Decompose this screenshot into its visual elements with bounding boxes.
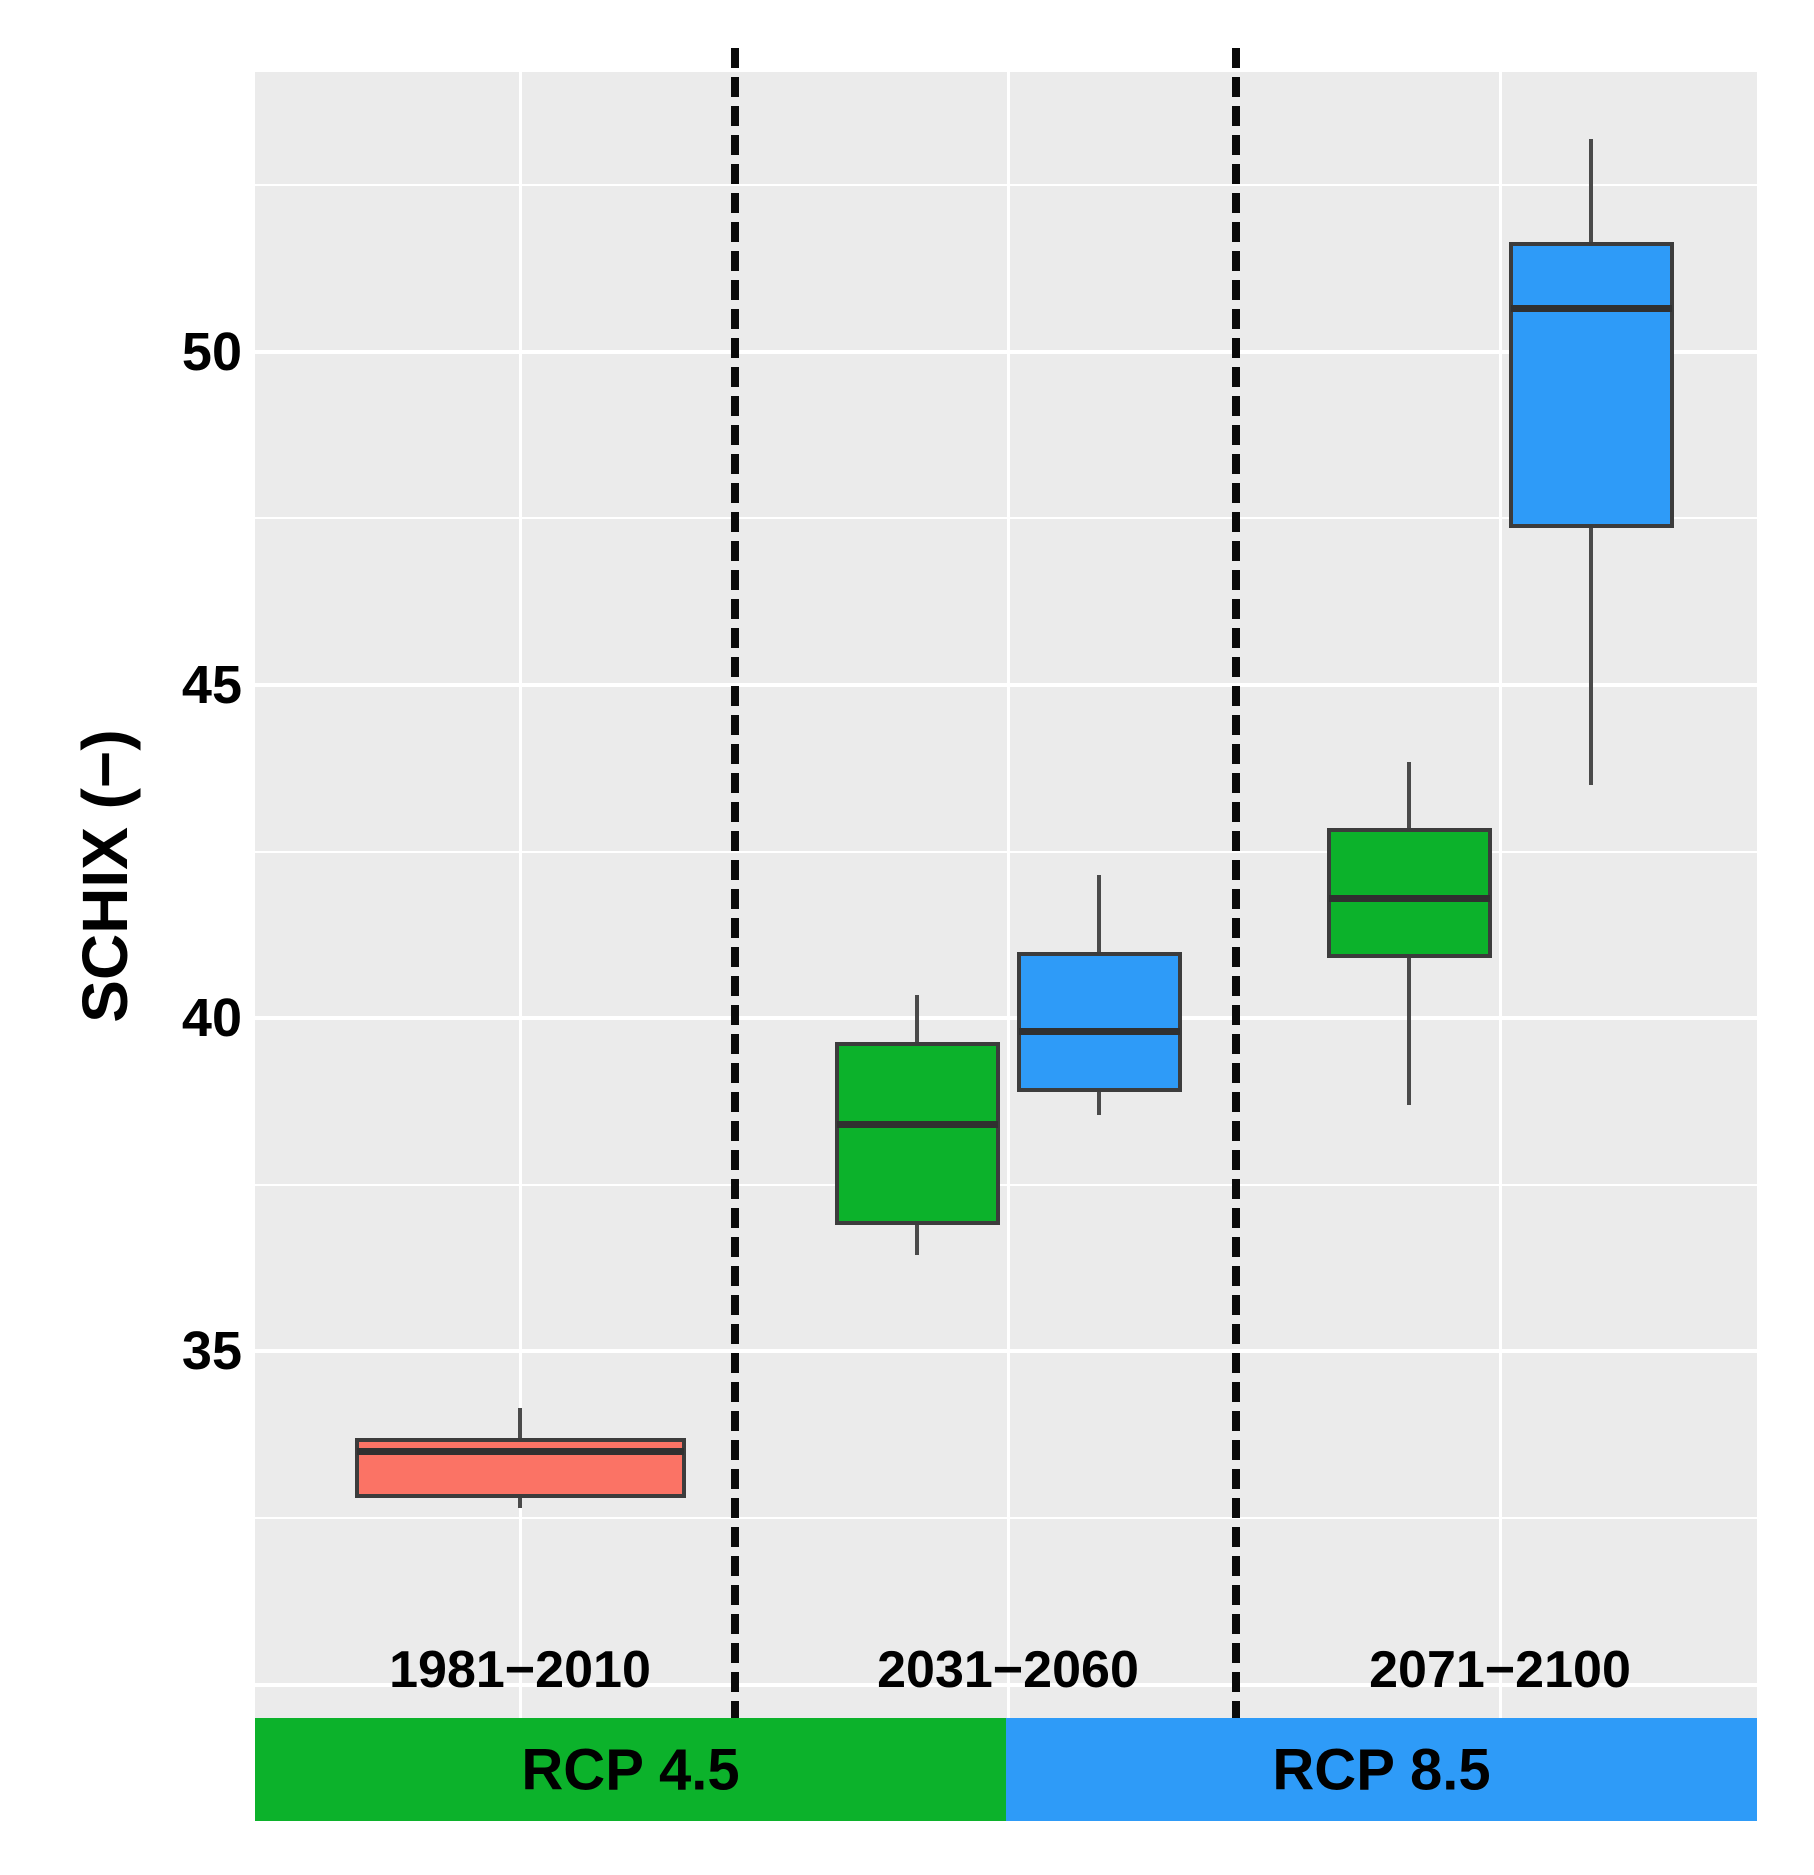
- median-line: [836, 1121, 998, 1129]
- scenario-band: RCP 4.5 RCP 8.5: [255, 1718, 1757, 1821]
- lower-whisker: [1097, 1091, 1101, 1115]
- upper-whisker: [915, 994, 919, 1042]
- lower-whisker: [1589, 528, 1593, 786]
- dashed-separator-line: [731, 48, 739, 1718]
- minor-gridline: [255, 850, 1757, 853]
- dashed-separator-line: [1232, 48, 1240, 1718]
- minor-gridline: [255, 517, 1757, 520]
- band-label: RCP 4.5: [521, 1737, 740, 1802]
- upper-whisker: [518, 1408, 522, 1439]
- x-axis-label: 2071−2100: [1369, 1641, 1631, 1699]
- y-tick-label: 40: [181, 988, 242, 1049]
- category-center-gridline: [518, 72, 522, 1718]
- major-gridline: [255, 1016, 1757, 1021]
- y-axis-title: SCHIX (−): [69, 729, 141, 1023]
- major-gridline: [255, 349, 1757, 354]
- median-line: [1328, 894, 1490, 902]
- x-axis-label: 1981−2010: [389, 1641, 651, 1699]
- box-blue: [1508, 241, 1674, 529]
- band-segment-green: [255, 1718, 1006, 1821]
- upper-whisker: [1407, 761, 1411, 829]
- upper-whisker: [1589, 138, 1593, 242]
- median-line: [1018, 1028, 1180, 1036]
- y-tick-label: 35: [181, 1321, 242, 1382]
- category-center-gridline: [1006, 72, 1010, 1718]
- band-label: RCP 8.5: [1272, 1737, 1491, 1802]
- y-tick-label: 50: [181, 321, 242, 382]
- minor-gridline: [255, 184, 1757, 187]
- minor-gridline: [255, 1517, 1757, 1520]
- boxplots-layer: [255, 72, 1757, 1718]
- band-segment-blue: [1006, 1718, 1757, 1821]
- category-center-gridline: [1498, 72, 1502, 1718]
- upper-whisker: [1097, 875, 1101, 952]
- x-axis-label: 2031−2060: [877, 1641, 1139, 1699]
- median-line: [356, 1447, 684, 1455]
- major-gridline: [255, 1682, 1757, 1687]
- lower-whisker: [915, 1224, 919, 1255]
- minor-gridline: [255, 1183, 1757, 1186]
- lower-whisker: [518, 1498, 522, 1509]
- lower-whisker: [1407, 958, 1411, 1105]
- median-line: [1510, 305, 1672, 313]
- major-gridline: [255, 683, 1757, 688]
- box-blue: [1016, 951, 1182, 1092]
- major-gridline: [255, 1349, 1757, 1354]
- box-green: [1326, 828, 1492, 959]
- y-tick-label: 45: [181, 655, 242, 716]
- box-green: [834, 1041, 1000, 1225]
